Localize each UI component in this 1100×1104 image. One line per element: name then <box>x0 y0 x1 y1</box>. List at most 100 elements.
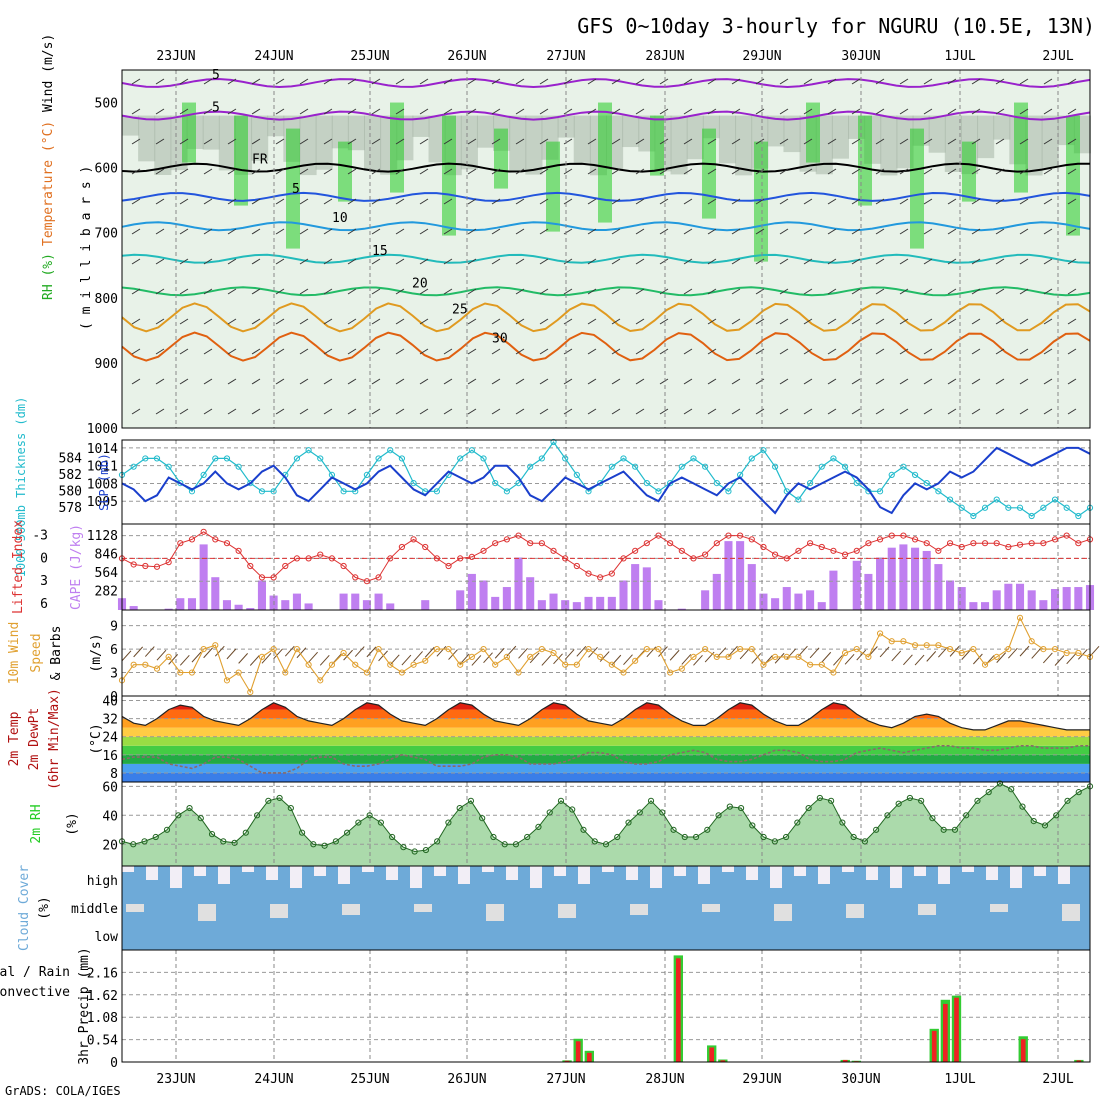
date-label-bottom: 2JUL <box>1042 1072 1073 1087</box>
wind-barb <box>827 198 837 205</box>
wind-barb-10m <box>669 649 680 661</box>
rh-line-point <box>771 838 778 845</box>
wind-barb-10m <box>214 645 225 657</box>
wind-speed-line-point <box>387 661 394 668</box>
thickness-line-point <box>387 447 394 454</box>
wind-barb <box>275 168 285 175</box>
wind-barb <box>299 168 309 175</box>
lifted-index-line-point <box>1005 543 1012 551</box>
rh-line-point <box>794 819 801 826</box>
temp-band <box>122 754 1090 764</box>
lifted-index-line-point <box>550 547 557 554</box>
lifted-index-line-point <box>270 574 277 581</box>
wind-barb <box>275 318 285 325</box>
wind-barb <box>827 408 837 415</box>
rh-shade <box>476 115 495 148</box>
rh-shade <box>1025 115 1043 176</box>
rh-line-point <box>861 838 868 845</box>
cloud-high-cell <box>578 866 590 884</box>
wind-barb <box>227 108 237 115</box>
temp-band <box>122 736 1090 746</box>
lifted-index-line-point <box>841 551 849 558</box>
thickness-line-point <box>772 463 779 470</box>
rh-line-point <box>1030 818 1037 825</box>
wind-barb <box>827 318 837 325</box>
wind-barb <box>443 78 453 85</box>
cloud-high-cell <box>698 866 710 884</box>
rh-moist-cell <box>494 128 508 189</box>
slp-tick: 1014 <box>87 442 118 457</box>
wind-barb <box>1067 288 1077 295</box>
wind-barb-10m <box>926 651 937 662</box>
wind-barb <box>731 288 741 295</box>
lifted-index-line-point <box>457 555 464 562</box>
temp-unit: (°C) <box>89 723 104 754</box>
rh-shade <box>718 115 737 164</box>
wind-barb <box>419 288 429 295</box>
rh-line-point <box>569 806 576 813</box>
rh-line-point <box>816 794 823 802</box>
wind-barb <box>155 168 165 175</box>
wind-barb <box>395 78 405 85</box>
wind-barb <box>1043 288 1053 295</box>
wind-barb-10m <box>599 651 610 662</box>
lifted-index-line-point <box>387 555 394 562</box>
wind-barb <box>251 258 261 265</box>
wind-speed-line-point <box>562 661 569 668</box>
wind-speed-line-point <box>935 642 942 649</box>
wind-barb <box>1067 408 1077 415</box>
lifted-index-line-point <box>130 561 137 568</box>
li-tick: -3 <box>32 529 48 544</box>
wind-barb <box>131 198 141 205</box>
wind-barb <box>563 258 573 265</box>
wind-barb <box>731 198 741 205</box>
ylabel-part: Wind (m/s) <box>41 34 56 112</box>
wind-barb <box>875 198 885 205</box>
date-label-bottom: 30JUN <box>841 1072 880 1087</box>
wind-barb <box>659 258 669 265</box>
wind-barb <box>779 318 789 325</box>
wind-barb <box>563 138 573 145</box>
wind-barb <box>971 108 981 115</box>
lifted-index-line-point <box>305 555 312 562</box>
thickness-line-point <box>702 463 709 470</box>
wind-barb <box>515 138 525 145</box>
thickness-line-point <box>1051 496 1059 503</box>
cape-bar <box>129 606 138 610</box>
wind-barb <box>179 378 189 385</box>
rh-line-point <box>715 812 722 819</box>
isotherm-label: 15 <box>372 244 388 259</box>
wind-barb <box>587 108 597 115</box>
wind-barb-10m <box>483 652 493 664</box>
wind-barb <box>1043 108 1053 115</box>
wind-barb <box>515 108 525 115</box>
thickness-line-point <box>200 471 207 478</box>
cape-bar <box>876 557 885 610</box>
wind-barb <box>923 108 933 115</box>
rh-line-point <box>253 812 261 819</box>
precip-tick: 1.08 <box>87 1011 118 1026</box>
wind-barb <box>155 78 165 85</box>
wind-speed-line-point <box>876 630 884 637</box>
rh-shade <box>525 115 543 175</box>
temp-tick: 40 <box>102 695 118 710</box>
wind-barb <box>587 78 597 85</box>
wind-barb-10m <box>914 654 925 666</box>
thickness-line-point <box>410 480 417 487</box>
wind-ylabel-right-group: & Barbs <box>49 626 64 681</box>
wind-speed-line-point <box>223 677 231 684</box>
wind-barb <box>395 348 405 355</box>
rh-unit: (%) <box>65 812 80 835</box>
wind-barb <box>827 228 837 235</box>
cloud-high-cell <box>122 866 134 872</box>
rh-moist-cell <box>1066 115 1080 236</box>
cape-bar <box>911 547 920 610</box>
lifted-index-line-point <box>1028 540 1035 547</box>
wind-speed-line-point <box>352 661 359 668</box>
wind-barb-10m <box>879 646 890 658</box>
temp-tick: 24 <box>102 731 118 746</box>
wind-barb <box>851 168 861 175</box>
lifted-index-line-point <box>223 540 231 547</box>
precip-convective-bar <box>720 1060 726 1062</box>
wind-barb <box>539 408 549 415</box>
